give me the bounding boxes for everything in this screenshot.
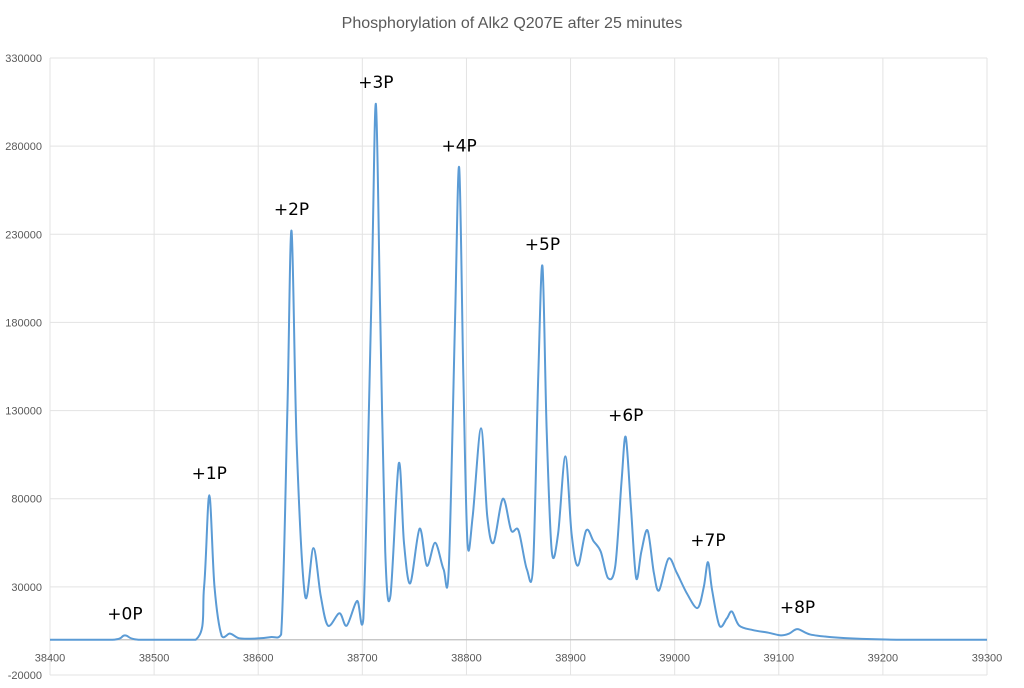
peak-label: +5P bbox=[525, 235, 560, 255]
y-tick-label: 230000 bbox=[5, 229, 42, 241]
x-tick-label: 38900 bbox=[555, 653, 586, 665]
x-tick-label: 38600 bbox=[243, 653, 274, 665]
grid-layer bbox=[49, 57, 988, 676]
y-tick-label: 80000 bbox=[11, 494, 42, 506]
x-tick-label: 38800 bbox=[451, 653, 482, 665]
peak-label: +4P bbox=[442, 136, 477, 156]
label-layer: +0P +1P +2P +3P +4P +5P +6P +7P +8P bbox=[107, 73, 815, 625]
series-layer bbox=[50, 102, 987, 641]
x-tick-label: 38500 bbox=[139, 653, 170, 665]
y-tick-label: 180000 bbox=[5, 317, 42, 329]
peak-label: +2P bbox=[274, 200, 309, 220]
axis-layer: 330000 280000 230000 180000 130000 80000 30000… bbox=[5, 53, 1002, 682]
x-tick-label: 39000 bbox=[659, 653, 690, 665]
x-tick-label: 39100 bbox=[763, 653, 794, 665]
y-tick-label: 280000 bbox=[5, 141, 42, 153]
x-tick-label: 39300 bbox=[972, 653, 1003, 665]
series-line bbox=[50, 102, 987, 641]
y-tick-label: -20000 bbox=[8, 670, 42, 682]
x-tick-label: 38400 bbox=[35, 653, 66, 665]
y-tick-label: 130000 bbox=[5, 406, 42, 418]
peak-label: +0P bbox=[107, 604, 142, 624]
peak-label: +8P bbox=[780, 598, 815, 618]
peak-label: +1P bbox=[192, 464, 227, 484]
x-tick-label: 38700 bbox=[347, 653, 378, 665]
x-tick-label: 39200 bbox=[868, 653, 899, 665]
peak-label: +7P bbox=[690, 531, 725, 551]
chart-title: Phosphorylation of Alk2 Q207E after 25 m… bbox=[342, 15, 683, 32]
y-tick-label: 330000 bbox=[5, 53, 42, 65]
y-tick-label: 30000 bbox=[11, 582, 42, 594]
peak-label: +3P bbox=[358, 73, 393, 93]
peak-label: +6P bbox=[608, 406, 643, 426]
